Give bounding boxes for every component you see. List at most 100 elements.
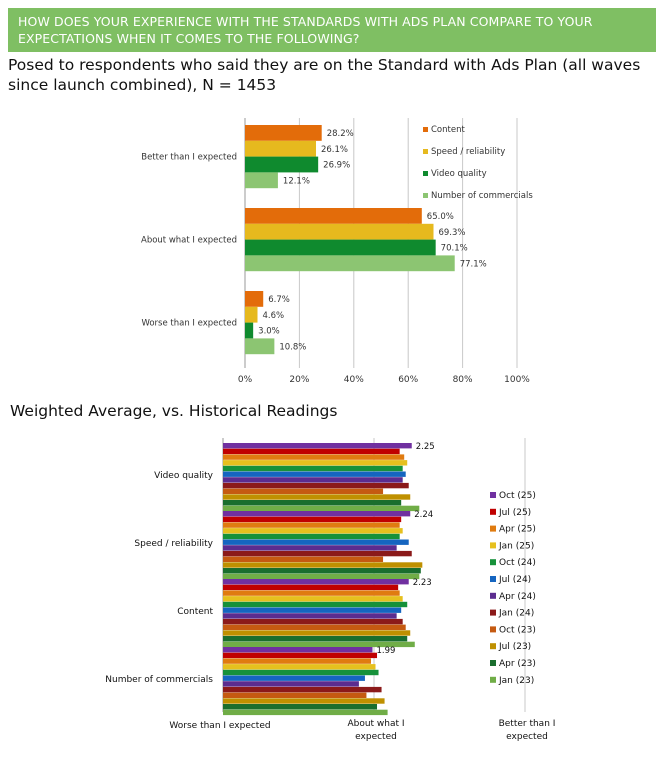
legend-swatch bbox=[490, 592, 496, 599]
bar-oct-25 bbox=[223, 647, 373, 653]
legend-swatch bbox=[423, 127, 428, 132]
bar-number-of-commercials bbox=[245, 338, 275, 355]
bar-jan-24 bbox=[223, 686, 382, 693]
data-label: 3.0% bbox=[258, 327, 280, 337]
legend-label: Jul (23) bbox=[498, 642, 531, 652]
data-label: 70.1% bbox=[441, 244, 468, 254]
x-tick-label-line1: Better than I bbox=[499, 719, 556, 729]
bar-content bbox=[245, 291, 264, 307]
bar-oct-25 bbox=[223, 443, 412, 449]
bar-jul-23 bbox=[223, 494, 411, 500]
legend-label: Content bbox=[431, 125, 465, 135]
legend-label: Number of commercials bbox=[431, 191, 533, 201]
bar-jul-23 bbox=[223, 562, 423, 568]
legend-swatch bbox=[490, 626, 496, 633]
data-label: 1.99 bbox=[376, 646, 395, 656]
bar-video-quality bbox=[245, 239, 436, 256]
bar-jan-24 bbox=[223, 618, 403, 625]
bar-jul-24 bbox=[223, 607, 402, 613]
bar-jan-25 bbox=[223, 664, 376, 670]
data-label: 28.2% bbox=[327, 129, 354, 139]
x-tick-label-line1: About what I bbox=[347, 719, 404, 729]
bar-jan-25 bbox=[223, 460, 408, 466]
bar-apr-25 bbox=[223, 522, 400, 528]
legend-swatch bbox=[423, 171, 428, 176]
data-label: 6.7% bbox=[268, 295, 290, 305]
bar-apr-24 bbox=[223, 613, 397, 619]
bar-oct-24 bbox=[223, 669, 379, 676]
bar-jul-24 bbox=[223, 675, 365, 681]
bar-speed-reliability bbox=[245, 306, 258, 323]
data-label: 2.25 bbox=[416, 442, 435, 452]
legend-swatch bbox=[490, 676, 496, 683]
bar-oct-23 bbox=[223, 556, 384, 562]
legend-swatch bbox=[490, 508, 496, 515]
bar-jul-25 bbox=[223, 516, 402, 523]
legend-label: Oct (24) bbox=[499, 558, 536, 568]
bar-oct-24 bbox=[223, 601, 408, 608]
bar-jul-25 bbox=[223, 652, 378, 659]
data-label: 26.1% bbox=[321, 145, 348, 155]
bar-apr-25 bbox=[223, 590, 400, 596]
bar-oct-24 bbox=[223, 465, 403, 472]
x-tick-label: 100% bbox=[504, 375, 530, 385]
legend-swatch bbox=[490, 576, 496, 582]
legend-swatch bbox=[490, 660, 496, 666]
legend-swatch bbox=[490, 525, 496, 532]
bar-oct-25 bbox=[223, 579, 409, 585]
bar-video-quality bbox=[245, 156, 319, 173]
bar-apr-23 bbox=[223, 636, 408, 642]
category-label: About what I expected bbox=[141, 236, 237, 246]
data-label: 65.0% bbox=[427, 212, 454, 222]
bar-jul-24 bbox=[223, 471, 406, 477]
bar-jul-25 bbox=[223, 448, 400, 455]
data-label: 77.1% bbox=[460, 259, 487, 269]
legend-swatch bbox=[423, 193, 428, 198]
bar-speed-reliability bbox=[245, 223, 434, 240]
legend-label: Oct (23) bbox=[499, 625, 536, 635]
legend-label: Apr (25) bbox=[499, 525, 536, 535]
x-tick-label: Worse than I expected bbox=[169, 721, 270, 731]
x-tick-label: 80% bbox=[453, 375, 473, 385]
bar-video-quality bbox=[245, 322, 254, 339]
x-tick-label: 20% bbox=[289, 375, 309, 385]
expectations-bar-chart: 0% 20% 40% 60% 80% 100% Better than I expected… bbox=[141, 118, 533, 385]
data-label: 2.23 bbox=[413, 578, 432, 588]
bar-apr-25 bbox=[223, 454, 405, 460]
x-tick-label-line2: expected bbox=[506, 732, 548, 742]
bar-jul-24 bbox=[223, 539, 409, 545]
bar-oct-23 bbox=[223, 488, 384, 494]
category-label: Number of commercials bbox=[105, 675, 213, 685]
legend-swatch bbox=[423, 149, 428, 154]
legend-label: Jul (25) bbox=[498, 508, 531, 518]
bar-oct-23 bbox=[223, 624, 406, 630]
category-label: Content bbox=[177, 607, 213, 617]
legend-label: Apr (23) bbox=[499, 659, 536, 669]
data-label: 10.8% bbox=[279, 342, 306, 352]
bar-jan-23 bbox=[223, 505, 420, 512]
category-label: Worse than I expected bbox=[141, 319, 237, 329]
legend-label: Jan (24) bbox=[498, 609, 534, 619]
data-label: 26.9% bbox=[323, 161, 350, 171]
legend-label: Video quality bbox=[431, 169, 487, 179]
bar-apr-25 bbox=[223, 658, 371, 664]
data-label: 69.3% bbox=[438, 228, 465, 238]
bar-apr-23 bbox=[223, 568, 421, 574]
bar-content bbox=[245, 125, 322, 141]
category-label: Speed / reliability bbox=[134, 539, 213, 549]
bar-jul-25 bbox=[223, 584, 399, 591]
data-label: 12.1% bbox=[283, 176, 310, 186]
x-tick-label: 60% bbox=[398, 375, 418, 385]
bar-apr-23 bbox=[223, 500, 402, 506]
legend-swatch bbox=[490, 643, 496, 650]
bar-speed-reliability bbox=[245, 140, 316, 157]
bar-number-of-commercials bbox=[245, 172, 278, 189]
bar-apr-24 bbox=[223, 477, 403, 483]
bar-jan-25 bbox=[223, 528, 403, 534]
bar-jul-23 bbox=[223, 698, 385, 704]
bar-jan-23 bbox=[223, 573, 420, 580]
x-tick-label-line2: expected bbox=[355, 732, 397, 742]
bar-jan-23 bbox=[223, 709, 388, 716]
x-tick-label: 40% bbox=[344, 375, 364, 385]
